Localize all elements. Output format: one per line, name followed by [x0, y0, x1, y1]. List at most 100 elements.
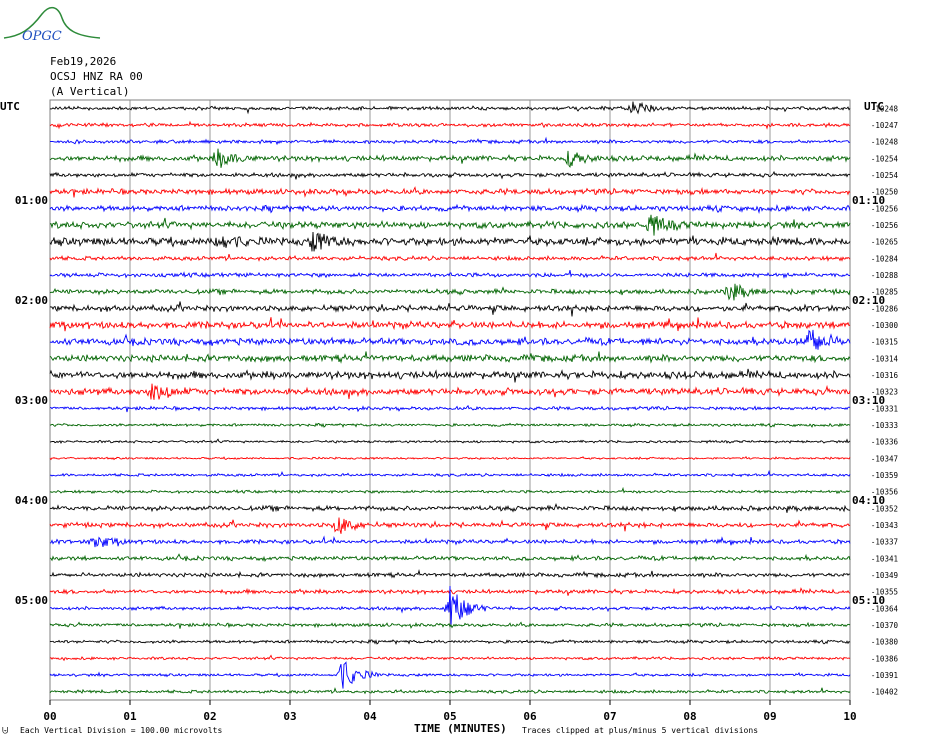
left-time-label: 03:00	[15, 394, 48, 407]
trace-offset-label: -10250	[871, 188, 899, 197]
trace-line	[49, 269, 850, 279]
x-tick-label: 08	[683, 710, 696, 723]
trace-offset-label: -10370	[871, 621, 899, 630]
trace-offset-label: -10256	[871, 221, 899, 230]
trace-offset-label: -10247	[871, 121, 898, 130]
trace-offset-label: -10336	[871, 438, 899, 447]
opgc-logo: OPGC	[3, 6, 101, 44]
trace-offset-label: -10315	[871, 338, 898, 347]
trace-offset-label: -10337	[871, 538, 898, 547]
trace-offset-label: -10316	[871, 371, 899, 380]
trace-line	[49, 469, 851, 478]
trace-offset-label: -10386	[871, 654, 899, 663]
trace-line	[49, 186, 851, 198]
trace-line	[50, 438, 851, 445]
scale-note: Each Vertical Division = 100.00 microvol…	[20, 726, 223, 735]
x-tick-label: 01	[123, 710, 137, 723]
trace-line	[49, 351, 851, 364]
component-label: (A Vertical)	[50, 85, 130, 98]
trace-offset-label: -10256	[871, 204, 899, 213]
date-label: Feb19,2026	[50, 55, 117, 68]
logo-text: OPGC	[22, 29, 62, 44]
trace-offset-label: -10323	[871, 388, 898, 397]
trace-offset-label: -10254	[871, 154, 899, 163]
trace-line	[49, 136, 851, 146]
x-tick-label: 00	[43, 710, 56, 723]
left-time-label: 02:00	[15, 294, 48, 307]
trace-line	[49, 203, 851, 214]
trace-line	[49, 301, 851, 317]
left-time-label: 01:00	[15, 194, 48, 207]
trace-offset-label: -10286	[871, 304, 899, 313]
trace-line	[49, 329, 851, 350]
trace-line	[49, 214, 851, 236]
clip-note: Traces clipped at plus/minus 5 vertical …	[522, 726, 759, 735]
trace-line	[49, 661, 851, 689]
trace-offset-label: -10248	[871, 104, 899, 113]
trace-line	[49, 654, 851, 662]
trace-line	[49, 569, 851, 579]
trace-line	[49, 687, 851, 695]
seismic-traces	[49, 101, 851, 695]
trace-offset-label: -10254	[871, 171, 899, 180]
trace-offset-label: -10380	[871, 638, 899, 647]
trace-line	[50, 404, 851, 413]
trace-line	[49, 317, 851, 332]
trace-line	[49, 231, 851, 252]
right-time-label: 01:10	[852, 194, 885, 207]
logo-mountain-icon	[3, 6, 101, 39]
trace-offset-label: -10347	[871, 454, 898, 463]
trace-offset-label: -10341	[871, 554, 898, 563]
trace-offset-label: -10343	[871, 521, 898, 530]
trace-offset-label: -10288	[871, 271, 899, 280]
trace-offset-label: -10265	[871, 238, 898, 247]
right-time-label: 04:10	[852, 494, 885, 507]
x-tick-label: 04	[363, 710, 377, 723]
trace-line	[49, 502, 851, 513]
right-time-label: 03:10	[852, 394, 885, 407]
trace-line	[49, 383, 851, 400]
trace-offset-label: -10352	[871, 504, 898, 513]
trace-offset-label: -10356	[871, 488, 899, 497]
trace-offset-label: -10391	[871, 671, 898, 680]
trace-line	[49, 621, 851, 629]
trace-line	[49, 585, 851, 627]
trace-offset-label: -10364	[871, 604, 899, 613]
x-tick-label: 05	[443, 710, 456, 723]
right-time-label: 05:10	[852, 594, 885, 607]
trace-offset-label: -10359	[871, 471, 898, 480]
trace-line	[49, 252, 851, 262]
left-time-label: 04:00	[15, 494, 48, 507]
trace-line	[49, 422, 851, 428]
left-utc-label: UTC	[0, 100, 20, 113]
trace-offset-label: -10349	[871, 571, 898, 580]
trace-line	[49, 170, 851, 180]
trace-offset-label: -10248	[871, 138, 899, 147]
trace-line	[49, 120, 851, 130]
trace-offset-label: -10355	[871, 588, 898, 597]
trace-line	[49, 148, 851, 168]
trace-line	[49, 535, 851, 548]
trace-line	[49, 456, 851, 461]
x-tick-label: 10	[843, 710, 856, 723]
trace-offset-label: -10285	[871, 288, 898, 297]
scale-icon: ⨄	[2, 726, 9, 735]
trace-line	[49, 486, 851, 495]
trace-line	[49, 517, 851, 534]
x-tick-label: 06	[523, 710, 537, 723]
trace-offset-label: -10331	[871, 404, 898, 413]
trace-line	[49, 101, 851, 115]
trace-offset-label: -10333	[871, 421, 898, 430]
left-time-label: 05:00	[15, 594, 48, 607]
trace-line	[49, 368, 851, 383]
right-time-label: 02:10	[852, 294, 885, 307]
trace-offset-label: -10314	[871, 354, 899, 363]
trace-offset-label: -10284	[871, 254, 899, 263]
x-axis-title: TIME (MINUTES)	[414, 722, 507, 735]
x-tick-label: 02	[203, 710, 216, 723]
trace-line	[49, 553, 851, 562]
x-tick-label: 09	[763, 710, 776, 723]
trace-line	[49, 283, 851, 301]
right-utc-label: UTC	[864, 100, 884, 113]
